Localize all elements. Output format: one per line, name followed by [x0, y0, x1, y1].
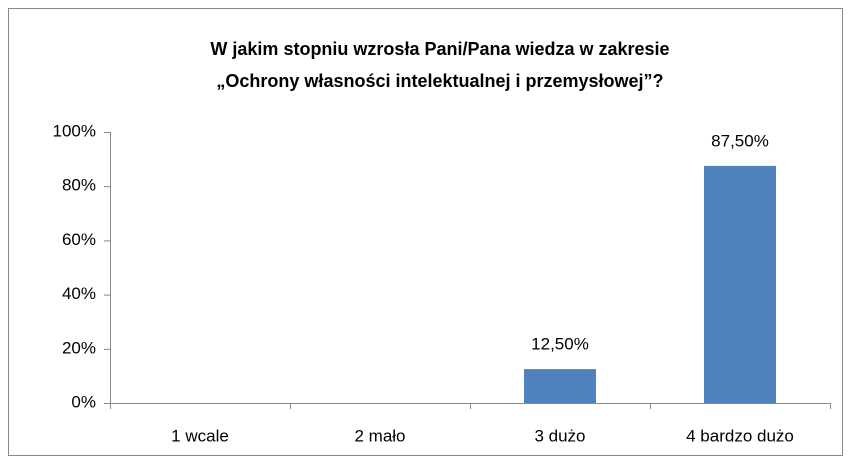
- bar: [704, 165, 776, 403]
- y-tick-label: 0%: [71, 392, 96, 411]
- value-label: 87,50%: [711, 131, 769, 150]
- y-tick-label: 20%: [62, 338, 96, 357]
- chart-title: W jakim stopniu wzrosła Pani/Pana wiedza…: [210, 39, 669, 59]
- y-tick-label: 60%: [62, 230, 96, 249]
- chart-title: „Ochrony własności intelektualnej i prze…: [216, 71, 663, 91]
- x-tick-label: 1 wcale: [171, 426, 229, 445]
- y-tick-label: 40%: [62, 284, 96, 303]
- x-tick-label: 2 mało: [354, 426, 405, 445]
- bar: [524, 369, 596, 403]
- value-label: 12,50%: [531, 335, 589, 354]
- x-tick-label: 4 bardzo dużo: [686, 426, 794, 445]
- chart-border: [8, 8, 843, 456]
- x-tick-label: 3 dużo: [534, 426, 585, 445]
- y-tick-label: 100%: [53, 121, 96, 140]
- y-tick-label: 80%: [62, 176, 96, 195]
